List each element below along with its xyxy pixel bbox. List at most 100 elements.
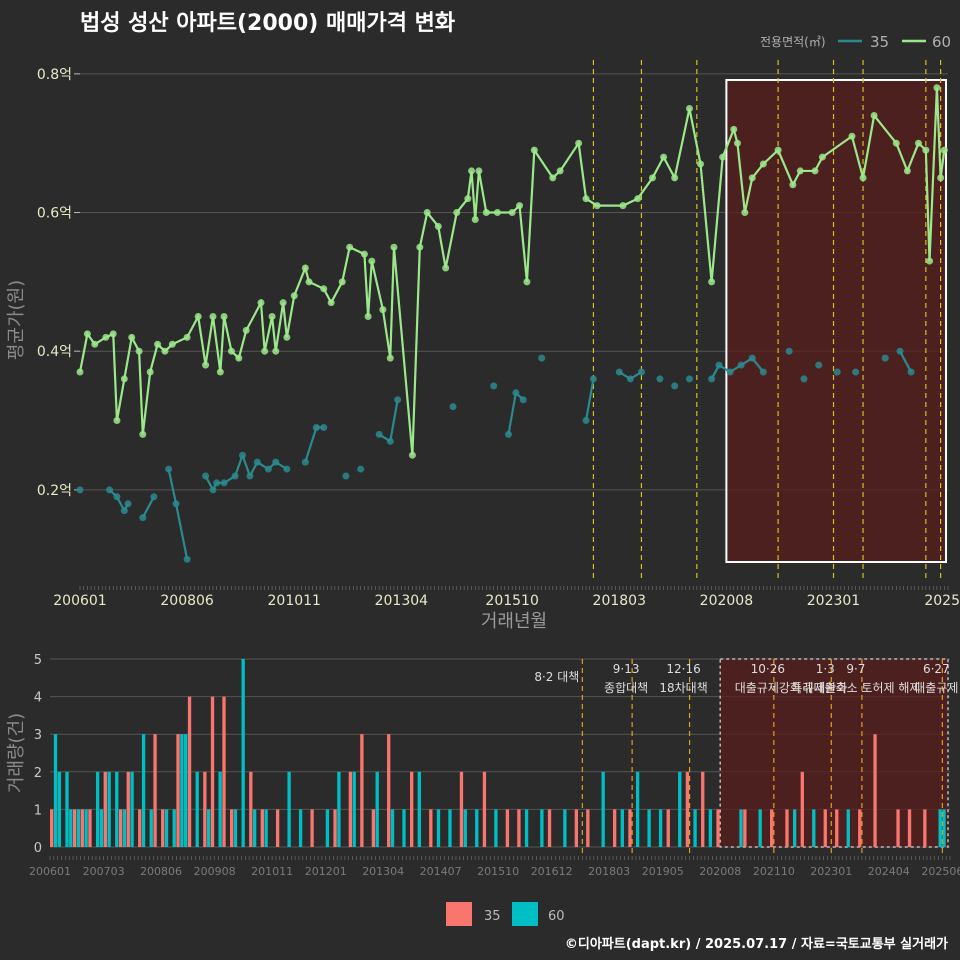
data-point-35 xyxy=(512,389,520,397)
volume-bar-60 xyxy=(264,809,268,847)
volume-bar-35 xyxy=(187,696,192,847)
data-point-60 xyxy=(619,202,627,210)
volume-bar-60 xyxy=(69,809,73,847)
volume-bar-60 xyxy=(252,809,257,847)
volume-bar-35 xyxy=(249,771,253,847)
volume-x-tick-label: 201407 xyxy=(420,865,462,878)
volume-x-tick-label: 202404 xyxy=(868,865,910,878)
data-point-35 xyxy=(239,451,247,459)
data-point-60 xyxy=(83,330,91,338)
policy-annotation-text: 종합대책 xyxy=(604,680,648,695)
data-point-60 xyxy=(523,278,531,286)
volume-bar-35 xyxy=(371,809,376,847)
data-point-60 xyxy=(660,153,668,161)
volume-bar-60 xyxy=(180,734,184,847)
data-point-60 xyxy=(926,257,934,265)
data-point-60 xyxy=(154,340,162,348)
data-point-35 xyxy=(671,382,679,390)
data-point-35 xyxy=(504,430,512,438)
data-point-60 xyxy=(759,160,767,168)
data-point-35 xyxy=(139,514,147,522)
volume-bar-35 xyxy=(153,734,157,847)
volume-bar-35 xyxy=(823,809,827,847)
volume-bar-35 xyxy=(628,809,632,847)
data-point-35 xyxy=(637,368,645,376)
volume-x-tick-label: 201905 xyxy=(642,865,684,878)
volume-x-tick-label: 201803 xyxy=(588,865,630,878)
volume-bar-60 xyxy=(942,809,946,847)
data-point-60 xyxy=(493,209,501,217)
volume-y-tick-label: 3 xyxy=(34,728,42,743)
volume-bar-35 xyxy=(770,809,774,847)
x-tick-label: 201510 xyxy=(485,593,538,609)
data-point-60 xyxy=(279,299,287,307)
volume-y-axis-title: 거래량(건) xyxy=(6,713,27,793)
data-point-60 xyxy=(434,222,442,230)
data-point-60 xyxy=(508,209,516,217)
volume-bar-60 xyxy=(53,734,58,847)
policy-annotation: 8·2 대책 xyxy=(534,669,579,684)
data-point-60 xyxy=(194,313,202,321)
data-point-60 xyxy=(76,368,84,376)
policy-annotation-date: 6·27 xyxy=(923,662,950,676)
volume-bar-35 xyxy=(348,771,353,847)
data-point-35 xyxy=(582,417,590,425)
data-point-60 xyxy=(685,105,693,113)
x-tick-label: 200601 xyxy=(53,593,106,609)
data-point-60 xyxy=(582,195,590,203)
policy-annotation-date: 9·7 xyxy=(846,662,865,676)
data-point-60 xyxy=(634,195,642,203)
volume-bar-35 xyxy=(743,809,747,847)
volume-bar-35 xyxy=(80,809,84,847)
volume-x-tick-label: 201304 xyxy=(362,865,404,878)
volume-bar-60 xyxy=(693,809,697,847)
legend-swatch-bar-60 xyxy=(512,902,538,926)
volume-bar-60 xyxy=(475,809,479,847)
data-point-60 xyxy=(161,347,169,355)
volume-bar-60 xyxy=(417,771,421,847)
volume-x-tick-label: 201201 xyxy=(305,865,347,878)
volume-bar-35 xyxy=(410,771,414,847)
volume-bar-35 xyxy=(716,809,720,847)
data-point-60 xyxy=(220,313,228,321)
x-tick-label: 201011 xyxy=(268,593,321,609)
data-point-60 xyxy=(272,347,280,355)
volume-bar-35 xyxy=(118,809,123,847)
data-point-35 xyxy=(726,368,734,376)
volume-bar-60 xyxy=(298,809,303,847)
data-point-60 xyxy=(338,278,346,286)
series-line-35 xyxy=(304,427,318,463)
legend-label-bar-35: 35 xyxy=(484,909,501,924)
data-point-60 xyxy=(379,306,387,314)
data-point-35 xyxy=(386,437,394,445)
data-point-35 xyxy=(896,347,904,355)
volume-bar-60 xyxy=(563,809,567,847)
legend-label-60: 60 xyxy=(932,33,951,51)
data-point-60 xyxy=(139,430,147,438)
volume-bar-60 xyxy=(287,771,291,847)
data-point-60 xyxy=(290,292,298,300)
data-point-60 xyxy=(227,347,235,355)
legend-swatch-bar-35 xyxy=(446,902,472,926)
volume-bar-60 xyxy=(739,809,743,847)
series-line-35 xyxy=(174,503,189,560)
data-point-35 xyxy=(519,396,527,404)
volume-bar-60 xyxy=(540,809,544,847)
volume-bar-60 xyxy=(620,809,624,847)
data-point-35 xyxy=(150,493,158,501)
data-point-35 xyxy=(213,479,221,487)
volume-bar-35 xyxy=(785,809,789,847)
data-point-60 xyxy=(818,153,826,161)
data-point-35 xyxy=(785,347,793,355)
data-point-60 xyxy=(305,278,313,286)
data-point-60 xyxy=(368,257,376,265)
data-point-35 xyxy=(748,354,756,362)
volume-bar-60 xyxy=(375,771,379,847)
data-point-35 xyxy=(759,368,767,376)
data-point-35 xyxy=(833,368,841,376)
data-point-60 xyxy=(423,209,431,217)
volume-bar-60 xyxy=(207,809,211,847)
volume-bar-35 xyxy=(210,696,215,847)
volume-bar-35 xyxy=(50,809,54,847)
policy-annotation-date: 9·13 xyxy=(613,662,640,676)
